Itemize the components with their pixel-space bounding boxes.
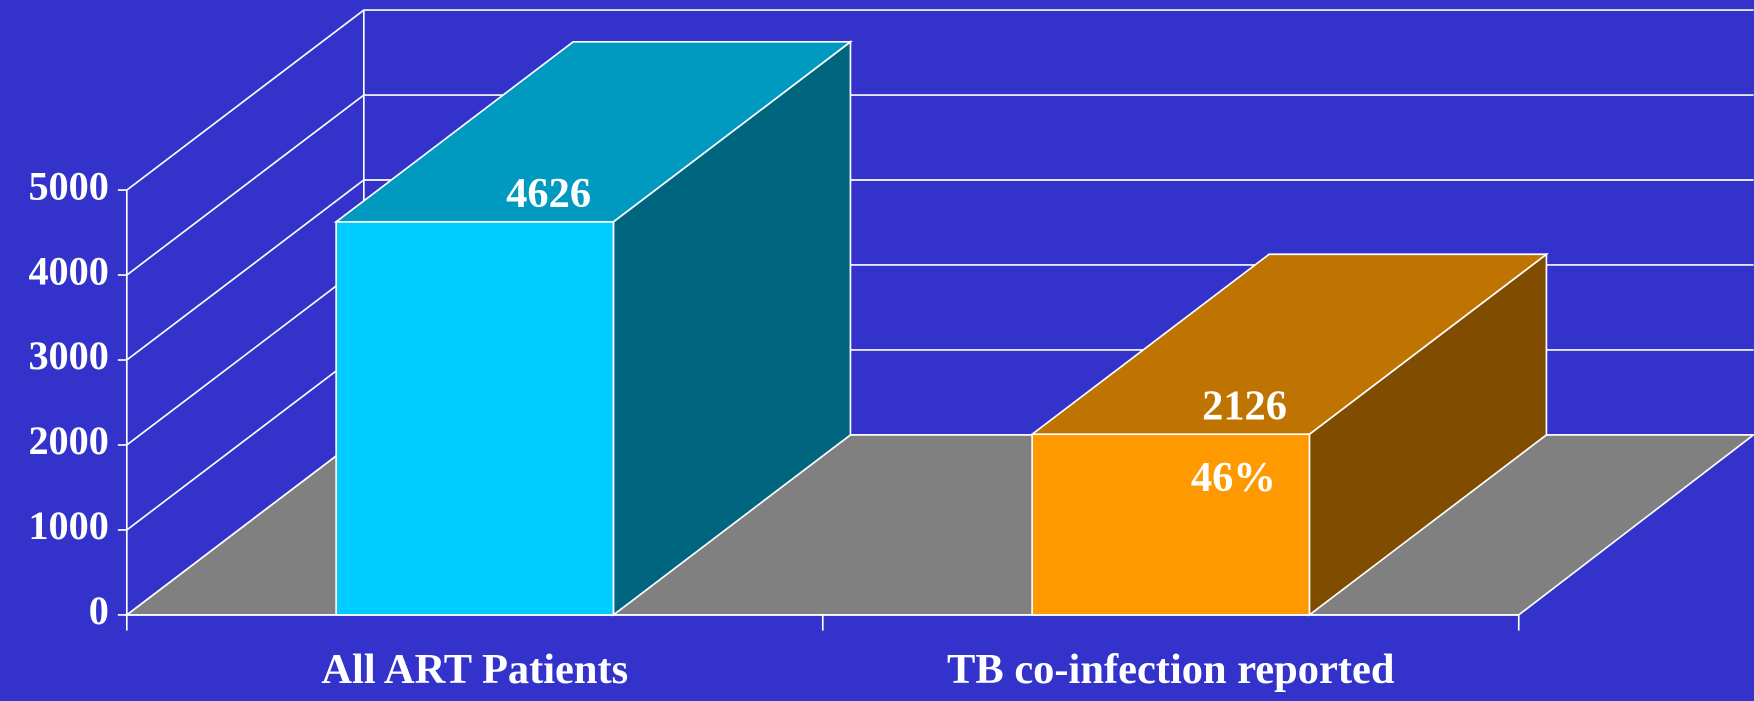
annotation: 46% <box>1191 454 1276 501</box>
grid-line <box>126 94 1754 276</box>
x-tick-label: TB co-infection reported <box>947 646 1395 693</box>
grid-line <box>126 179 1754 361</box>
grid-line <box>126 9 1754 191</box>
y-tick-label: 3000 <box>28 333 108 378</box>
bar <box>335 221 615 616</box>
value-label: 2126 <box>1202 382 1287 429</box>
y-tick-label: 2000 <box>28 418 108 463</box>
y-tick-label: 1000 <box>28 503 108 548</box>
y-tick-label: 5000 <box>28 163 108 208</box>
value-label: 4626 <box>506 170 591 217</box>
x-tick-label: All ART Patients <box>321 646 628 693</box>
bar <box>1031 433 1311 616</box>
y-tick-label: 0 <box>89 588 109 633</box>
y-tick-label: 4000 <box>28 248 108 293</box>
